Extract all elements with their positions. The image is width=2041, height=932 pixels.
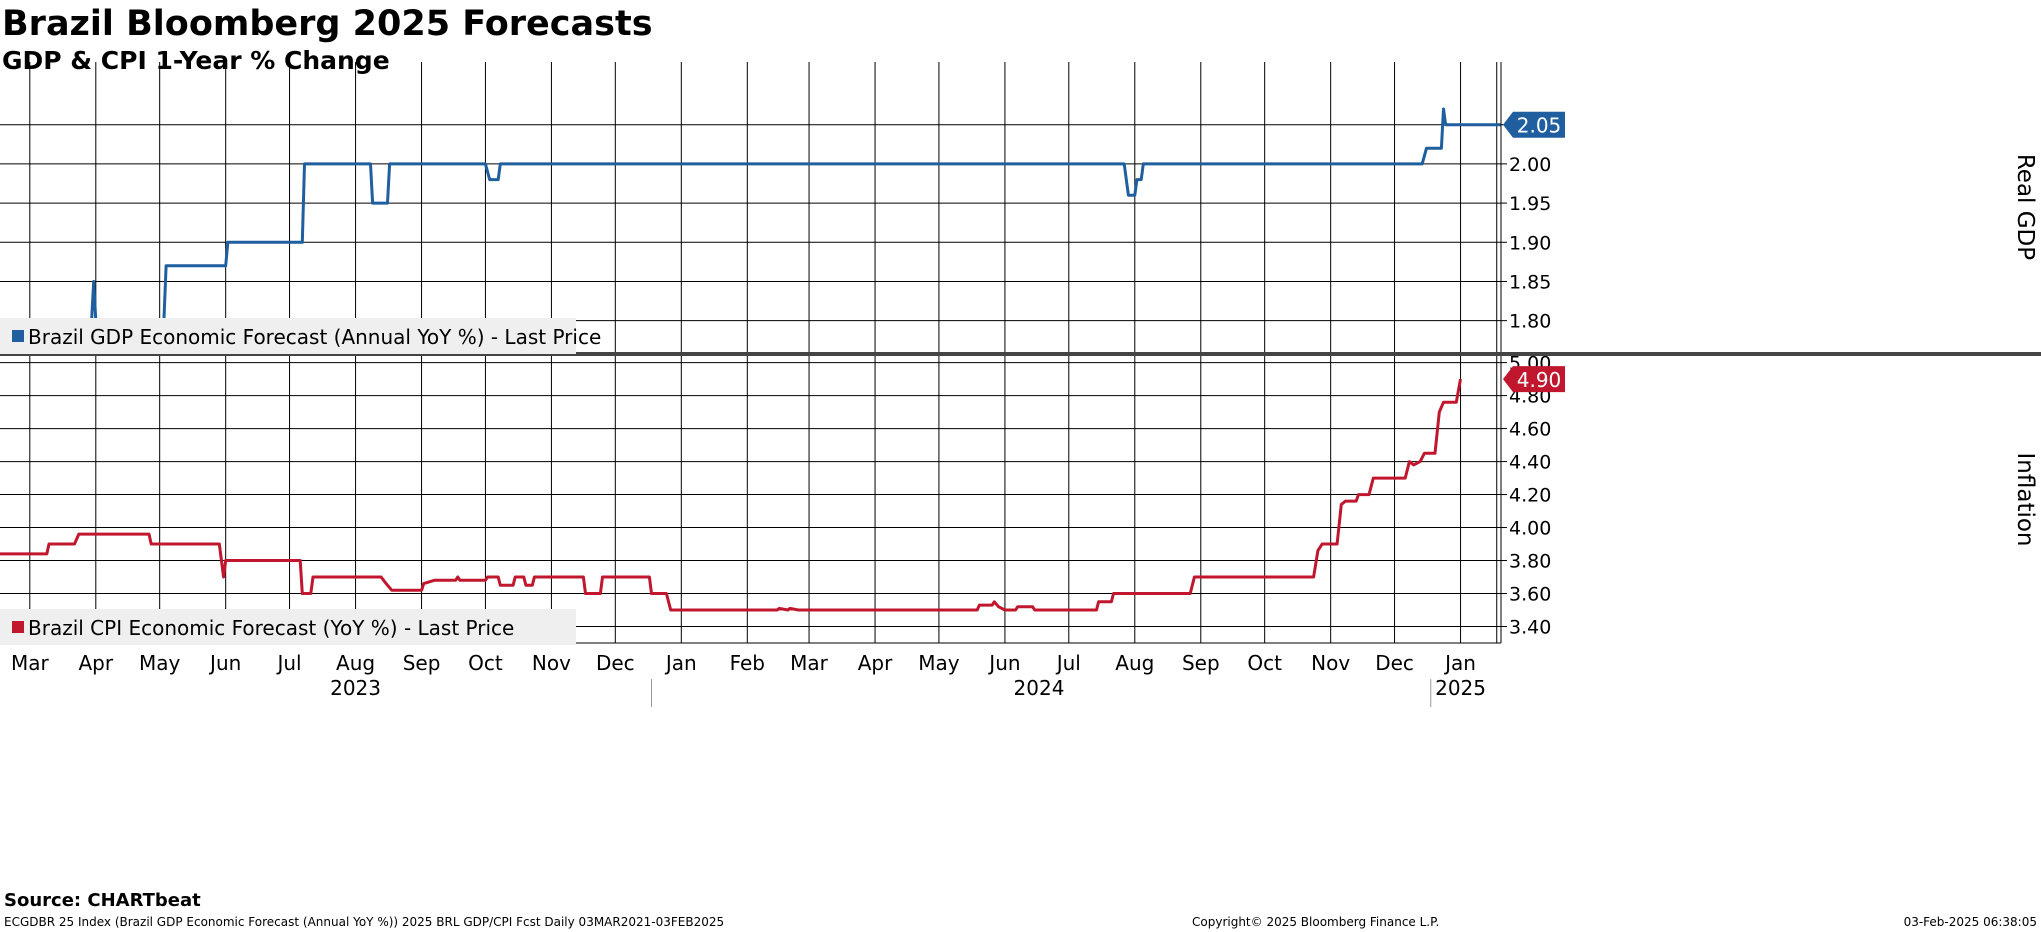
series-layer bbox=[0, 107, 1501, 612]
x-tick-label: Jun bbox=[208, 651, 241, 675]
source-note: Source: CHARTbeat bbox=[4, 890, 201, 911]
chart-title: Brazil Bloomberg 2025 Forecasts bbox=[2, 4, 653, 44]
series-line bbox=[0, 107, 1501, 323]
y-tick-label: 4.60 bbox=[1509, 419, 1551, 441]
x-tick-label: Nov bbox=[1311, 651, 1350, 675]
x-year-label: 2024 bbox=[1014, 676, 1065, 700]
y-axis-title: Inflation bbox=[2012, 453, 2038, 547]
legend-label: Brazil GDP Economic Forecast (Annual YoY… bbox=[28, 325, 601, 349]
legend-box bbox=[0, 609, 576, 645]
last-value-badge bbox=[1503, 111, 1565, 138]
x-tick-label: Jan bbox=[1443, 651, 1476, 675]
legend-swatch bbox=[12, 330, 24, 342]
y-tick-label: 1.95 bbox=[1509, 193, 1551, 215]
x-tick-label: Mar bbox=[790, 651, 829, 675]
x-year-label: 2025 bbox=[1435, 676, 1486, 700]
last-value-label: 2.05 bbox=[1517, 114, 1562, 138]
x-tick-label: Jun bbox=[987, 651, 1020, 675]
footer-copyright: Copyright© 2025 Bloomberg Finance L.P. bbox=[1192, 915, 1440, 929]
y-tick-label: 4.20 bbox=[1509, 485, 1551, 507]
y-tick-label: 1.85 bbox=[1509, 271, 1551, 293]
y-tick-label: 2.00 bbox=[1509, 154, 1551, 176]
y-tick-label: 4.40 bbox=[1509, 452, 1551, 474]
y-tick-label: 3.40 bbox=[1509, 617, 1551, 639]
x-tick-label: Feb bbox=[730, 651, 765, 675]
x-tick-label: Sep bbox=[403, 651, 441, 675]
x-tick-label: Jul bbox=[275, 651, 301, 675]
legend-label: Brazil CPI Economic Forecast (YoY %) - L… bbox=[28, 616, 514, 640]
legend-swatch bbox=[12, 621, 24, 633]
y-tick-label: 1.90 bbox=[1509, 232, 1551, 254]
x-tick-label: Apr bbox=[858, 651, 893, 675]
legend-layer: Brazil GDP Economic Forecast (Annual YoY… bbox=[0, 318, 601, 645]
last-value-badge bbox=[1503, 366, 1565, 393]
legend-box bbox=[0, 318, 576, 354]
x-tick-label: Oct bbox=[1247, 651, 1282, 675]
x-tick-label: Dec bbox=[1375, 651, 1414, 675]
y-tick-label: 3.80 bbox=[1509, 551, 1551, 573]
x-year-label: 2023 bbox=[330, 676, 381, 700]
x-tick-label: Sep bbox=[1182, 651, 1220, 675]
x-tick-label: Oct bbox=[468, 651, 503, 675]
x-tick-label: May bbox=[139, 651, 181, 675]
y-axis-title: Real GDP bbox=[2012, 154, 2038, 260]
axis-layer: 1.801.851.901.952.002.05Real GDP2.053.40… bbox=[0, 62, 2041, 707]
footer-timestamp: 03-Feb-2025 06:38:05 bbox=[1903, 915, 2037, 929]
x-tick-label: Aug bbox=[336, 651, 375, 675]
footer-ticker-info: ECGDBR 25 Index (Brazil GDP Economic For… bbox=[4, 915, 725, 929]
x-tick-label: Jan bbox=[664, 651, 697, 675]
y-tick-label: 4.00 bbox=[1509, 518, 1551, 540]
x-tick-label: Jul bbox=[1055, 651, 1081, 675]
y-tick-label: 3.60 bbox=[1509, 584, 1551, 606]
x-tick-label: Aug bbox=[1115, 651, 1154, 675]
panel-divider bbox=[0, 352, 2041, 356]
chart-subtitle: GDP & CPI 1-Year % Change bbox=[2, 46, 390, 75]
x-tick-label: Dec bbox=[596, 651, 635, 675]
x-tick-label: Apr bbox=[79, 651, 114, 675]
series-line bbox=[0, 378, 1462, 612]
x-tick-label: Mar bbox=[11, 651, 50, 675]
x-tick-label: Nov bbox=[532, 651, 571, 675]
y-tick-label: 1.80 bbox=[1509, 311, 1551, 333]
last-value-label: 4.90 bbox=[1517, 368, 1562, 392]
x-tick-label: May bbox=[918, 651, 960, 675]
